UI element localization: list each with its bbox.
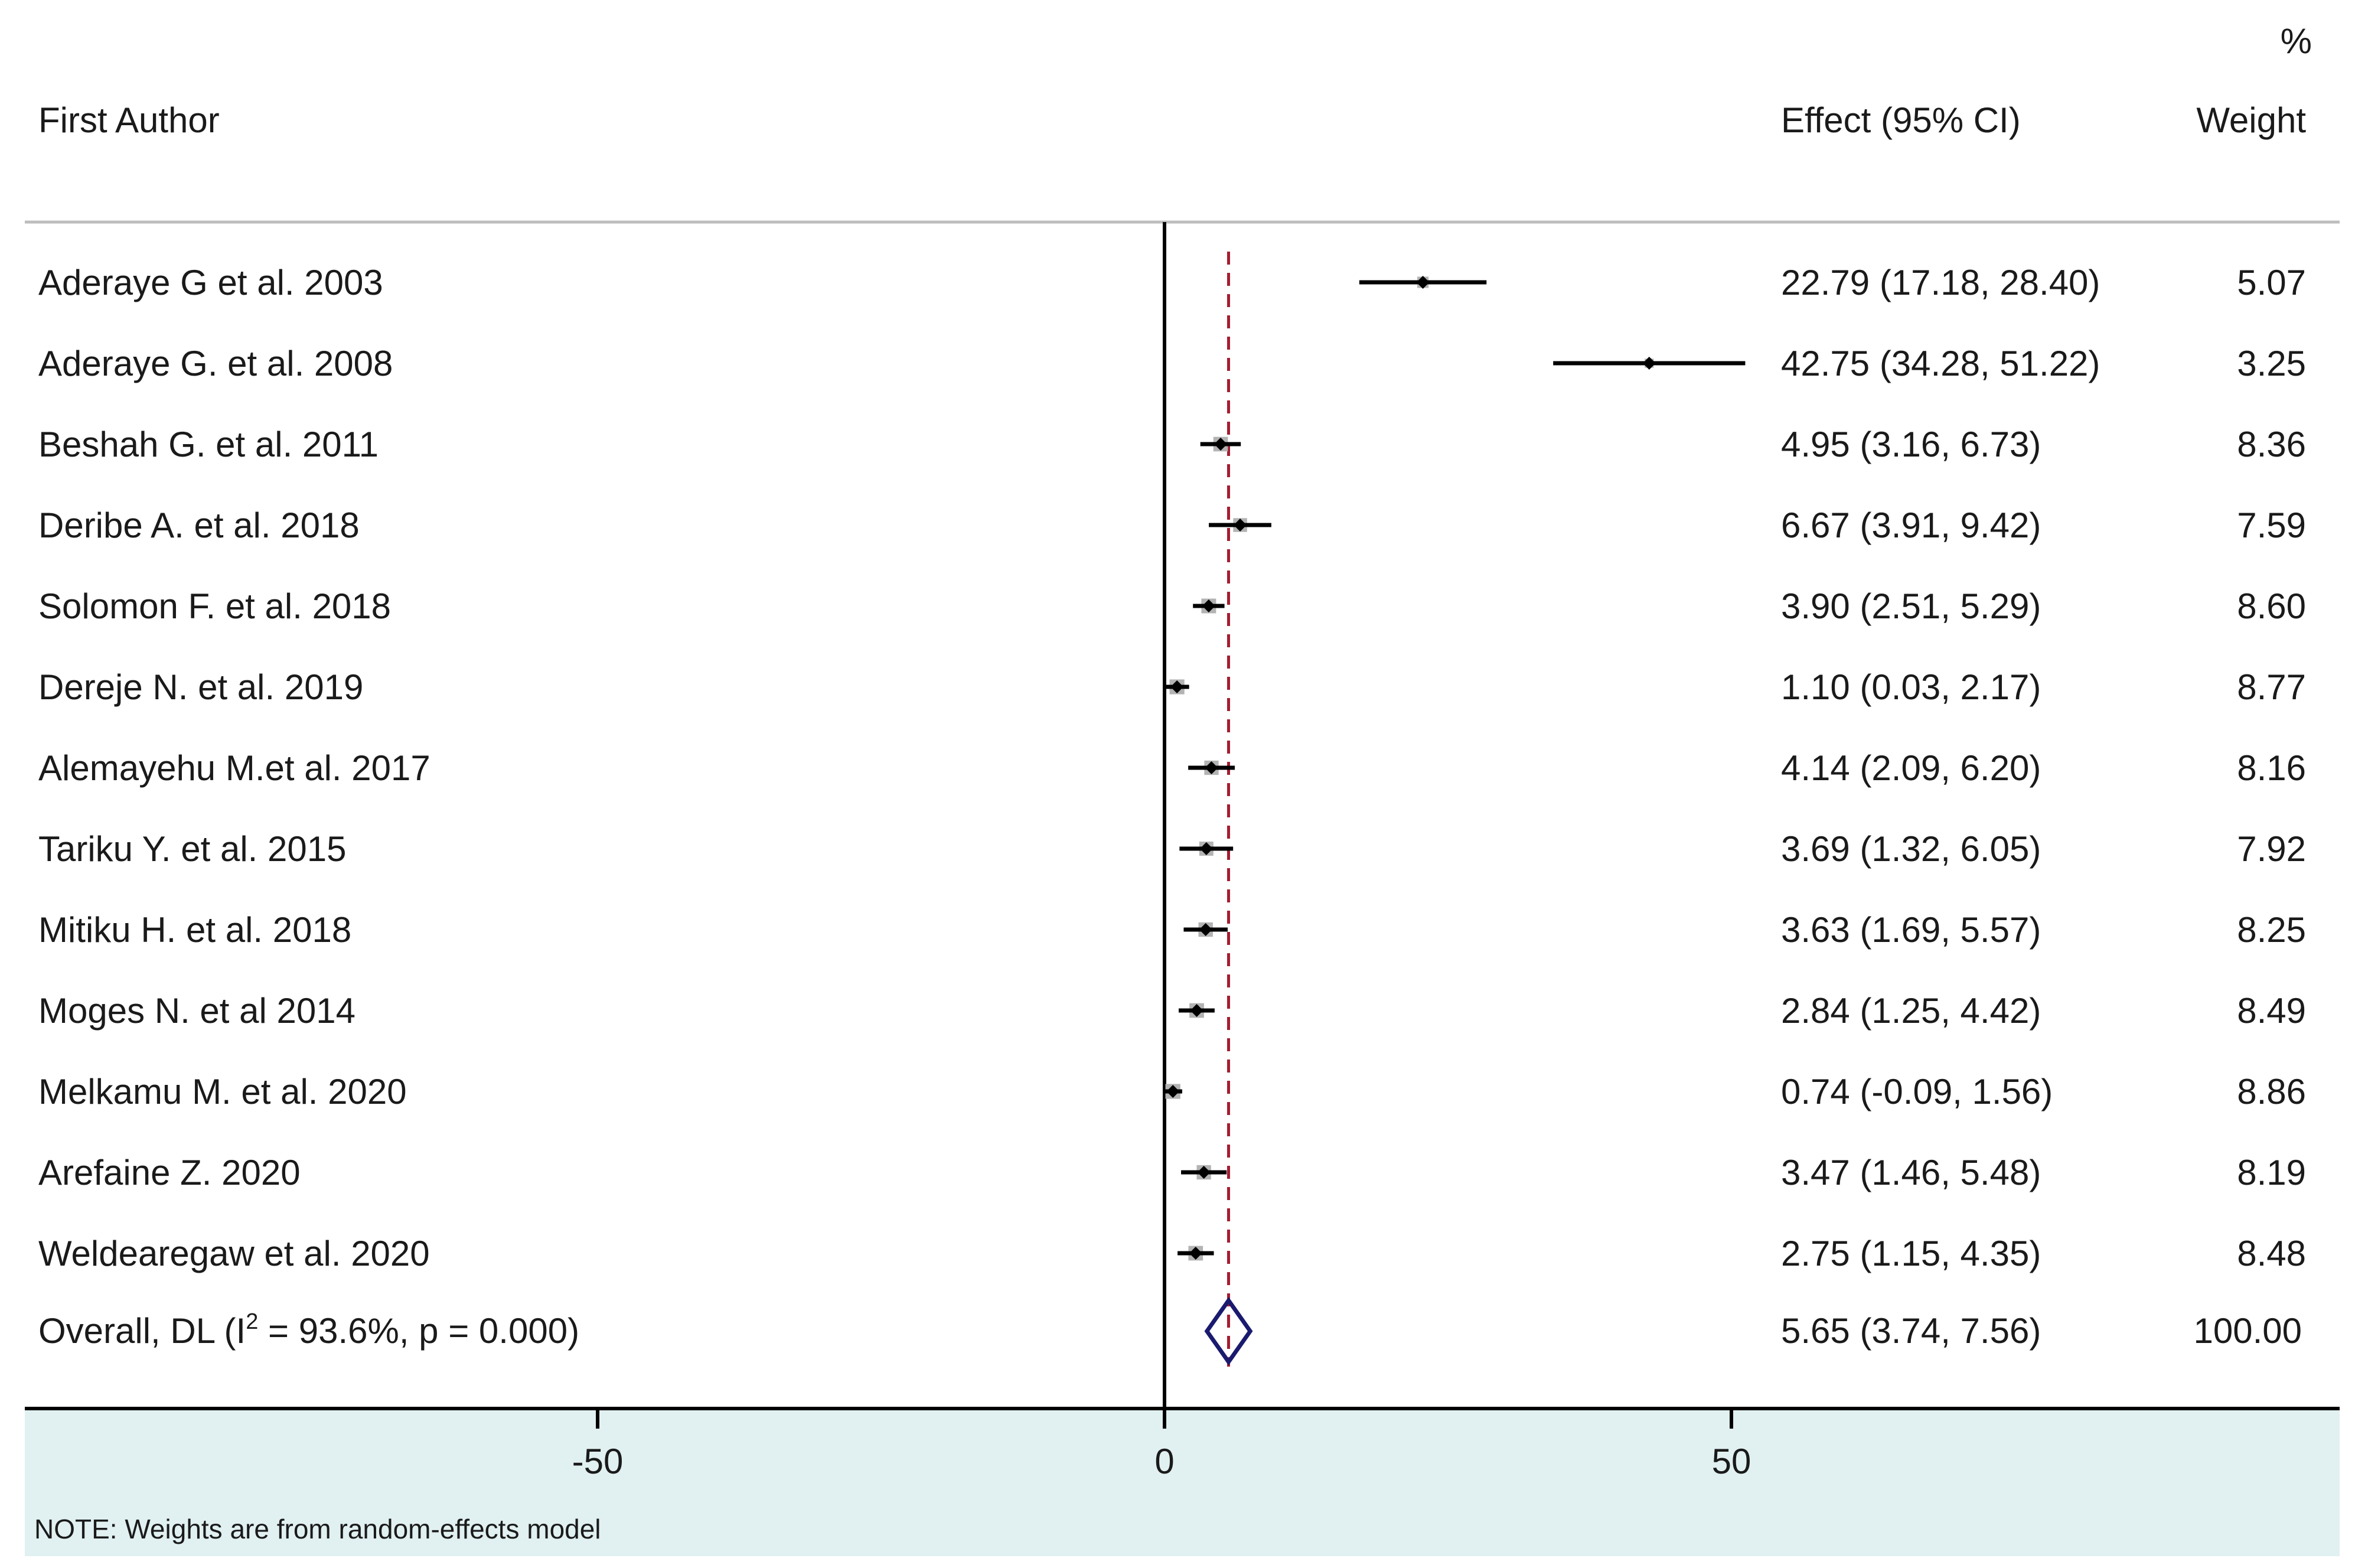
overall-ci-text: 5.65 (3.74, 7.56) bbox=[1781, 1311, 2041, 1351]
study-ci-text: 3.63 (1.69, 5.57) bbox=[1781, 910, 2041, 950]
study-point-estimate bbox=[1199, 842, 1213, 855]
study-ci-text: 42.75 (34.28, 51.22) bbox=[1781, 344, 2100, 383]
study-ci-text: 0.74 (-0.09, 1.56) bbox=[1781, 1072, 2053, 1111]
study-weight-text: 8.16 bbox=[2237, 748, 2306, 788]
study-author: Aderaye G. et al. 2008 bbox=[38, 344, 393, 383]
study-weight-text: 5.07 bbox=[2237, 263, 2306, 302]
study-author: Deribe A. et al. 2018 bbox=[38, 506, 360, 545]
study-weight-text: 8.60 bbox=[2237, 586, 2306, 626]
study-author: Aderaye G et al. 2003 bbox=[38, 263, 383, 302]
study-author: Solomon F. et al. 2018 bbox=[38, 586, 391, 626]
study-weight-text: 3.25 bbox=[2237, 344, 2306, 383]
study-weight-text: 8.19 bbox=[2237, 1153, 2306, 1192]
study-ci-text: 4.95 (3.16, 6.73) bbox=[1781, 425, 2041, 464]
study-point-estimate bbox=[1189, 1247, 1202, 1260]
study-author: Melkamu M. et al. 2020 bbox=[38, 1072, 407, 1111]
study-author: Arefaine Z. 2020 bbox=[38, 1153, 301, 1192]
study-point-estimate bbox=[1642, 357, 1656, 370]
study-author: Moges N. et al 2014 bbox=[38, 991, 355, 1031]
study-point-estimate bbox=[1197, 1166, 1211, 1179]
study-weight-text: 8.49 bbox=[2237, 991, 2306, 1031]
study-ci-text: 3.47 (1.46, 5.48) bbox=[1781, 1153, 2041, 1192]
study-point-estimate bbox=[1190, 1004, 1203, 1017]
study-author: Alemayehu M.et al. 2017 bbox=[38, 748, 430, 788]
overall-label-prefix: Overall, DL (I bbox=[38, 1311, 246, 1351]
study-ci-text: 6.67 (3.91, 9.42) bbox=[1781, 506, 2041, 545]
study-weight-text: 7.59 bbox=[2237, 506, 2306, 545]
study-row: Arefaine Z. 2020 3.47 (1.46, 5.48) 8.19 bbox=[38, 1153, 2306, 1192]
study-ci-text: 3.90 (2.51, 5.29) bbox=[1781, 586, 2041, 626]
study-author: Dereje N. et al. 2019 bbox=[38, 667, 363, 707]
study-ci-text: 4.14 (2.09, 6.20) bbox=[1781, 748, 2041, 788]
study-row: Aderaye G et al. 2003 22.79 (17.18, 28.40… bbox=[38, 263, 2306, 302]
study-weight-text: 8.86 bbox=[2237, 1072, 2306, 1111]
study-row: Mitiku H. et al. 2018 3.63 (1.69, 5.57) 8.… bbox=[38, 910, 2306, 950]
weights-note: NOTE: Weights are from random-effects mo… bbox=[34, 1514, 601, 1544]
header-first-author: First Author bbox=[38, 100, 220, 140]
study-weight-text: 8.77 bbox=[2237, 667, 2306, 707]
study-ci-text: 2.84 (1.25, 4.42) bbox=[1781, 991, 2041, 1031]
study-ci-text: 3.69 (1.32, 6.05) bbox=[1781, 829, 2041, 869]
overall-label-sup: 2 bbox=[246, 1309, 258, 1334]
overall-label-suffix: = 93.6%, p = 0.000) bbox=[258, 1311, 579, 1351]
overall-weight-text: 100.00 bbox=[2193, 1311, 2302, 1351]
x-tick-label: 0 bbox=[1154, 1442, 1174, 1481]
study-weight-text: 8.48 bbox=[2237, 1234, 2306, 1273]
study-ci-text: 1.10 (0.03, 2.17) bbox=[1781, 667, 2041, 707]
study-row: Melkamu M. et al. 2020 0.74 (-0.09, 1.56)… bbox=[38, 1072, 2306, 1111]
x-tick-label: 50 bbox=[1712, 1442, 1751, 1481]
x-axis-ticks: -50 0 50 bbox=[572, 1409, 1751, 1481]
study-author: Weldearegaw et al. 2020 bbox=[38, 1234, 430, 1273]
study-row: Deribe A. et al. 2018 6.67 (3.91, 9.42) 7.… bbox=[38, 506, 2306, 545]
header-weight: Weight bbox=[2196, 100, 2306, 140]
study-point-estimate bbox=[1166, 1085, 1180, 1098]
study-row: Alemayehu M.et al. 2017 4.14 (2.09, 6.20)… bbox=[38, 748, 2306, 788]
study-row: Solomon F. et al. 2018 3.90 (2.51, 5.29) 8… bbox=[38, 586, 2306, 626]
study-point-estimate bbox=[1202, 599, 1215, 612]
study-point-estimate bbox=[1170, 680, 1184, 693]
overall-layer: Overall, DL (I2 = 93.6%, p = 0.000) 5.65… bbox=[38, 1296, 2302, 1366]
axis-band bbox=[25, 1409, 2340, 1556]
study-weight-text: 8.36 bbox=[2237, 425, 2306, 464]
study-author: Beshah G. et al. 2011 bbox=[38, 425, 379, 464]
study-point-estimate bbox=[1234, 519, 1247, 532]
overall-label: Overall, DL (I2 = 93.6%, p = 0.000) bbox=[38, 1309, 579, 1351]
study-weight-text: 8.25 bbox=[2237, 910, 2306, 950]
study-row: Weldearegaw et al. 2020 2.75 (1.15, 4.35)… bbox=[38, 1234, 2306, 1273]
study-ci-text: 2.75 (1.15, 4.35) bbox=[1781, 1234, 2041, 1273]
study-point-estimate bbox=[1205, 761, 1218, 774]
header-percent: % bbox=[2281, 21, 2312, 61]
study-point-estimate bbox=[1214, 438, 1228, 451]
x-tick-label: -50 bbox=[572, 1442, 624, 1481]
study-point-estimate bbox=[1416, 276, 1430, 289]
study-row: Tariku Y. et al. 2015 3.69 (1.32, 6.05) 7.… bbox=[38, 829, 2306, 869]
study-row: Aderaye G. et al. 2008 42.75 (34.28, 51.2… bbox=[38, 344, 2306, 383]
study-point-estimate bbox=[1199, 923, 1212, 936]
study-author: Tariku Y. et al. 2015 bbox=[38, 829, 346, 869]
studies-layer: Aderaye G et al. 2003 22.79 (17.18, 28.40… bbox=[38, 263, 2306, 1273]
study-author: Mitiku H. et al. 2018 bbox=[38, 910, 351, 950]
study-weight-text: 7.92 bbox=[2237, 829, 2306, 869]
study-row: Beshah G. et al. 2011 4.95 (3.16, 6.73) 8.… bbox=[38, 425, 2306, 464]
overall-diamond bbox=[1204, 1296, 1253, 1366]
study-row: Dereje N. et al. 2019 1.10 (0.03, 2.17) 8.… bbox=[38, 667, 2306, 707]
header-effect-ci: Effect (95% CI) bbox=[1781, 100, 2021, 140]
study-ci-text: 22.79 (17.18, 28.40) bbox=[1781, 263, 2100, 302]
study-row: Moges N. et al 2014 2.84 (1.25, 4.42) 8.49 bbox=[38, 991, 2306, 1031]
